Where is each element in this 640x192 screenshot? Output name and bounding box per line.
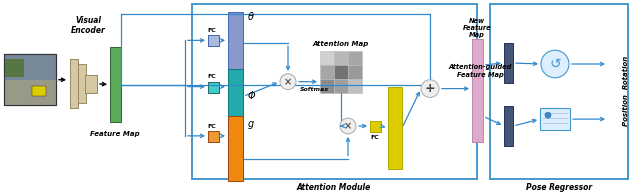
Circle shape <box>280 74 296 90</box>
Bar <box>540 108 570 130</box>
Bar <box>192 4 477 179</box>
Text: FC: FC <box>207 74 216 79</box>
Text: g: g <box>248 119 254 129</box>
Bar <box>208 36 219 46</box>
Text: ×: × <box>284 77 292 87</box>
Bar <box>334 65 348 79</box>
Text: FC: FC <box>371 135 380 140</box>
Text: ↺: ↺ <box>549 57 561 71</box>
Bar <box>228 12 243 75</box>
Bar <box>370 121 381 132</box>
Text: Φ: Φ <box>247 92 255 102</box>
Text: Visual
Encoder: Visual Encoder <box>70 16 106 35</box>
Bar <box>208 82 219 93</box>
Text: Attention Module: Attention Module <box>297 183 371 192</box>
Text: Attention Map: Attention Map <box>313 41 369 47</box>
Circle shape <box>545 112 551 118</box>
Text: Pose Regressor: Pose Regressor <box>526 183 592 192</box>
Text: FC: FC <box>207 123 216 128</box>
Bar <box>4 54 56 105</box>
Bar <box>348 79 362 93</box>
Bar <box>4 54 56 80</box>
Text: Softmax: Softmax <box>300 87 329 92</box>
Bar <box>334 51 348 65</box>
Text: θ: θ <box>248 12 254 22</box>
Bar <box>504 106 513 146</box>
Bar <box>4 80 56 105</box>
Bar <box>110 47 121 122</box>
Bar <box>348 65 362 79</box>
Bar <box>348 51 362 65</box>
Bar <box>4 59 24 77</box>
Bar <box>228 69 243 124</box>
Text: ×: × <box>344 121 352 131</box>
Text: FC: FC <box>207 28 216 33</box>
Circle shape <box>541 50 569 78</box>
Bar <box>320 51 334 65</box>
Bar <box>70 59 78 108</box>
Text: Feature Map: Feature Map <box>90 131 140 137</box>
Circle shape <box>421 80 439 98</box>
Bar <box>85 75 97 93</box>
Circle shape <box>340 118 356 134</box>
Text: Attention-guided
Feature Map: Attention-guided Feature Map <box>448 64 512 78</box>
Bar <box>208 131 219 142</box>
Bar <box>334 79 348 93</box>
Bar <box>320 79 334 93</box>
Bar <box>320 65 334 79</box>
Bar <box>4 54 56 105</box>
Bar <box>228 116 243 181</box>
Text: Position  Rotation: Position Rotation <box>623 55 629 126</box>
Text: +: + <box>425 82 435 95</box>
Bar <box>490 4 628 179</box>
Bar <box>472 39 483 142</box>
Bar <box>78 64 86 103</box>
Text: New
Feature
Map: New Feature Map <box>463 18 492 38</box>
Bar <box>388 87 402 169</box>
Bar <box>504 43 513 83</box>
Bar <box>32 86 46 95</box>
